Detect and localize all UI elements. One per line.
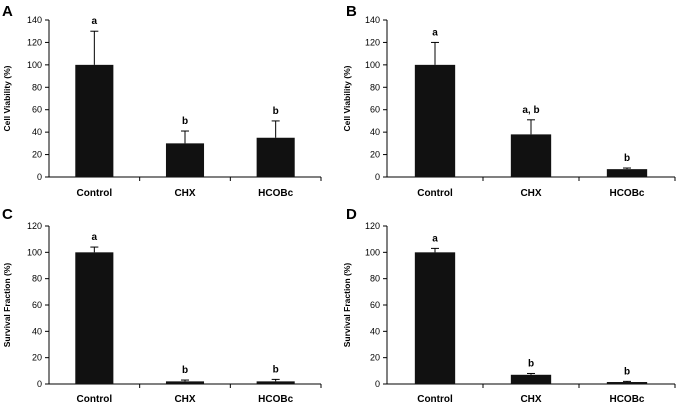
panel-letter: B	[346, 3, 357, 20]
chart-panel-b: B 0 20 40 60 80 100 120 140 Cell Viability (%) a Co…	[342, 3, 676, 199]
bar-control	[75, 252, 114, 384]
y-tick-label: 100	[27, 60, 42, 70]
x-tick-label: Control	[417, 394, 453, 404]
bar-control	[414, 252, 456, 384]
y-axis-label: Cell Viability (%)	[2, 65, 12, 131]
x-tick-label: CHX	[520, 188, 541, 199]
y-tick-label: 60	[370, 105, 380, 115]
bar-control	[75, 64, 114, 177]
y-tick-label: 40	[370, 326, 380, 336]
y-tick-label: 20	[370, 353, 380, 363]
significance-label: b	[624, 153, 630, 164]
y-axis-label: Survival Fraction (%)	[2, 263, 12, 348]
y-tick-label: 0	[375, 379, 380, 389]
y-tick-label: 80	[32, 82, 42, 92]
significance-label: b	[182, 116, 188, 127]
bar-hcobc	[256, 137, 295, 177]
y-axis-label: Cell Viability (%)	[342, 65, 352, 131]
significance-label: a	[92, 16, 98, 27]
y-tick-label: 100	[365, 60, 380, 70]
y-tick-label: 80	[370, 82, 380, 92]
bar-chx	[510, 374, 552, 384]
significance-label: b	[273, 364, 279, 375]
y-tick-label: 20	[32, 353, 42, 363]
y-tick-label: 100	[27, 247, 42, 257]
bar-hcobc	[606, 169, 648, 177]
chart-panel-d: D 0 20 40 60 80 100 120 Survival Fraction (%) a Co…	[342, 206, 676, 404]
x-tick-label: HCOBc	[609, 188, 644, 199]
significance-label: b	[182, 365, 188, 376]
y-axis-label: Survival Fraction (%)	[342, 263, 352, 348]
y-tick-label: 140	[365, 15, 380, 25]
y-tick-label: 140	[27, 15, 42, 25]
x-tick-label: HCOBc	[609, 394, 644, 404]
x-tick-label: HCOBc	[258, 188, 293, 199]
x-tick-label: CHX	[174, 188, 195, 199]
y-tick-label: 0	[37, 379, 42, 389]
y-tick-label: 120	[365, 221, 380, 231]
bar-control	[414, 64, 456, 177]
y-tick-label: 40	[370, 127, 380, 137]
y-tick-label: 60	[32, 105, 42, 115]
y-tick-label: 60	[370, 300, 380, 310]
chart-panel-c: C 0 20 40 60 80 100 120 Survival Fraction (%) a Co…	[2, 206, 322, 404]
panel-letter: C	[2, 206, 13, 223]
y-tick-label: 0	[37, 172, 42, 182]
y-tick-label: 40	[32, 127, 42, 137]
y-tick-label: 120	[27, 221, 42, 231]
x-tick-label: Control	[77, 188, 113, 199]
x-tick-label: HCOBc	[258, 394, 293, 404]
x-tick-label: Control	[417, 188, 453, 199]
bar-chx	[510, 134, 552, 177]
y-tick-label: 40	[32, 326, 42, 336]
significance-label: b	[624, 366, 630, 377]
bar-hcobc	[606, 382, 648, 384]
bar-chx	[165, 381, 205, 384]
y-tick-label: 20	[370, 150, 380, 160]
bar-hcobc	[256, 381, 295, 384]
y-tick-label: 0	[375, 172, 380, 182]
significance-label: b	[273, 106, 279, 117]
y-tick-label: 100	[365, 247, 380, 257]
significance-label: a	[92, 232, 98, 243]
x-tick-label: Control	[77, 394, 113, 404]
x-tick-label: CHX	[174, 394, 195, 404]
significance-label: a, b	[522, 105, 539, 116]
y-tick-label: 80	[32, 274, 42, 284]
panel-letter: D	[346, 206, 357, 223]
significance-label: a	[432, 27, 438, 38]
significance-label: b	[528, 358, 534, 369]
x-tick-label: CHX	[520, 394, 541, 404]
y-tick-label: 60	[32, 300, 42, 310]
chart-panel-a: A 0 20 40 60 80 100 120 140 Cell Viability (%) a Co…	[2, 3, 322, 199]
panel-letter: A	[2, 3, 13, 20]
y-tick-label: 20	[32, 150, 42, 160]
bar-chx	[165, 143, 205, 177]
y-tick-label: 80	[370, 274, 380, 284]
significance-label: a	[432, 233, 438, 244]
y-tick-label: 120	[365, 37, 380, 47]
y-tick-label: 120	[27, 37, 42, 47]
